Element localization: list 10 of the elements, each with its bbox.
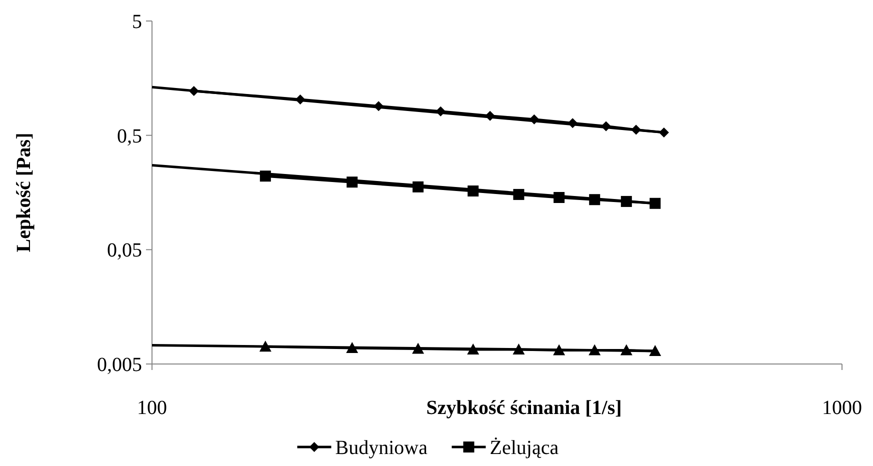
x-tick-label: 100 xyxy=(137,397,167,419)
x-axis-title: Szybkość ścinania [1/s] xyxy=(426,397,622,419)
y-tick-label: 0,5 xyxy=(117,125,142,148)
x-tick-label: 1000 xyxy=(822,397,862,419)
y-tick-label: 0,005 xyxy=(97,354,142,376)
y-tick-label: 5 xyxy=(132,11,142,33)
legend-label: Budyniowa xyxy=(335,437,428,459)
y-axis-title: Lepkość [Pas] xyxy=(13,132,35,252)
legend-label: Żelująca xyxy=(490,437,559,459)
y-tick-label: 0,05 xyxy=(107,240,142,262)
